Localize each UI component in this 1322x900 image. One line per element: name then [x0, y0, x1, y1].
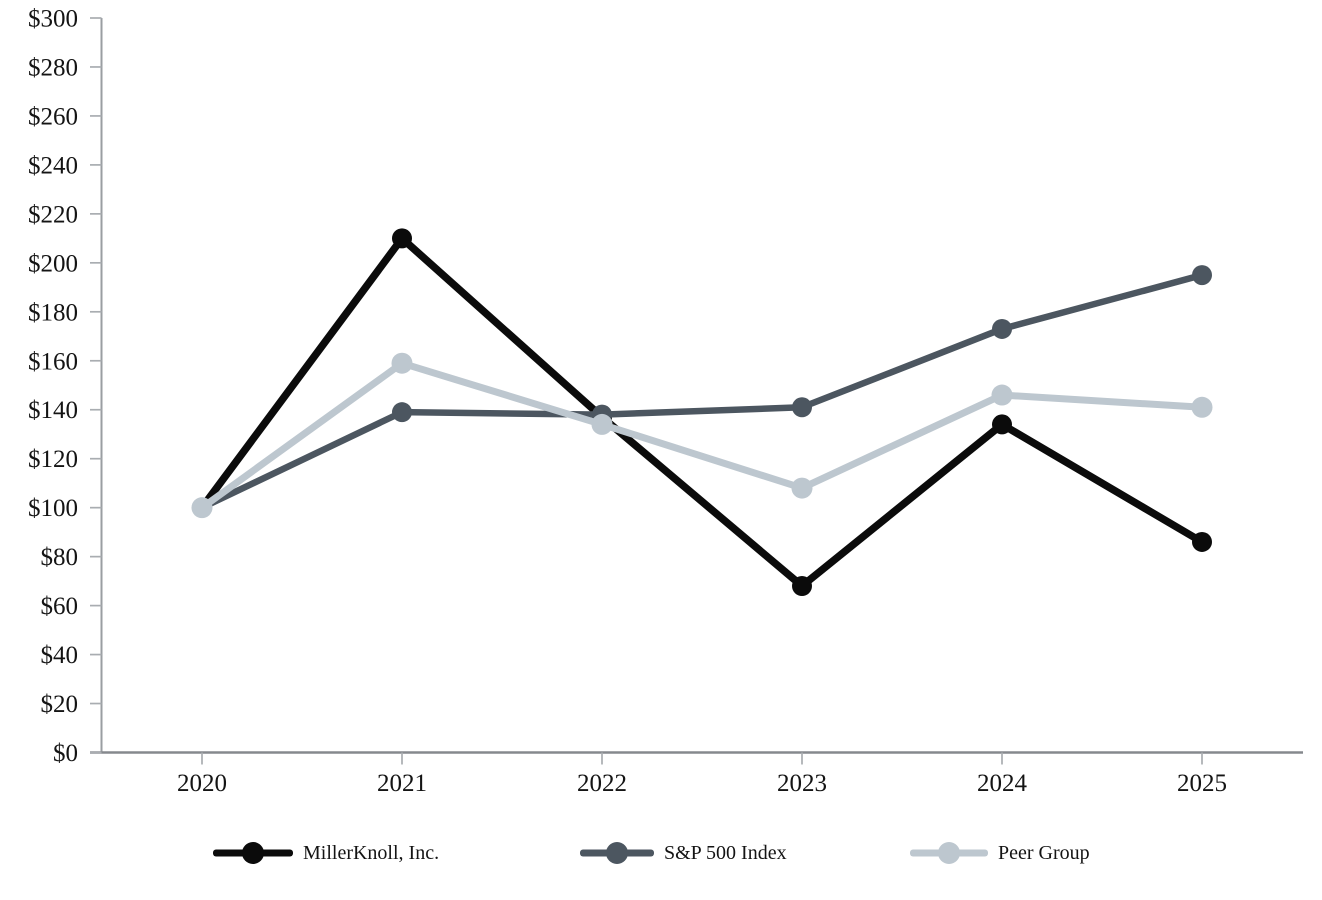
y-tick-label: $220 — [28, 201, 78, 228]
legend-item-millerknoll: MillerKnoll, Inc. — [213, 840, 439, 866]
legend-dot-icon — [242, 842, 264, 864]
series-peer-group — [191, 352, 1213, 519]
point-peer-group-2024 — [991, 384, 1013, 406]
y-tick-label: $0 — [53, 740, 78, 767]
x-tick-label: 2023 — [777, 770, 827, 797]
x-tick-label: 2020 — [177, 770, 227, 797]
legend-swatch-sp500 — [580, 840, 654, 866]
point-peer-group-2020 — [191, 497, 213, 519]
series-line-millerknoll-inc — [198, 234, 1206, 590]
y-tick-label: $20 — [41, 691, 79, 718]
point-millerknoll-inc-2025 — [1192, 531, 1212, 552]
series-line-s-p-500-index — [198, 271, 1206, 511]
y-tick-label: $260 — [28, 103, 78, 130]
y-tick-label: $180 — [28, 299, 78, 326]
y-tick-label: $160 — [28, 348, 78, 375]
legend-label-sp500: S&P 500 Index — [664, 841, 787, 864]
point-peer-group-2025 — [1191, 396, 1213, 418]
point-peer-group-2023 — [791, 477, 813, 499]
legend-dot-icon — [938, 842, 960, 864]
point-peer-group-2021 — [391, 352, 413, 374]
y-tick-label: $300 — [28, 6, 78, 33]
point-s-p-500-index-2025 — [1192, 265, 1212, 286]
y-tick-label: $40 — [41, 642, 79, 669]
point-s-p-500-index-2024 — [992, 318, 1012, 339]
point-peer-group-2022 — [591, 413, 613, 435]
point-s-p-500-index-2021 — [392, 402, 412, 423]
y-tick-label: $140 — [28, 397, 78, 424]
x-tick-label: 2021 — [377, 770, 427, 797]
legend-label-millerknoll: MillerKnoll, Inc. — [303, 841, 440, 864]
series-s-p-500-index — [192, 265, 1212, 518]
point-millerknoll-inc-2021 — [392, 228, 412, 249]
point-s-p-500-index-2023 — [792, 397, 812, 418]
x-tick-label: 2022 — [577, 770, 627, 797]
y-tick-label: $60 — [41, 593, 79, 620]
point-millerknoll-inc-2024 — [992, 414, 1012, 435]
y-tick-label: $200 — [28, 250, 78, 277]
x-tick-label: 2024 — [977, 770, 1028, 797]
y-tick-label: $240 — [28, 152, 78, 179]
y-tick-label: $100 — [28, 495, 78, 522]
legend-swatch-millerknoll — [213, 840, 293, 866]
y-tick-label: $120 — [28, 446, 78, 473]
legend-label-peer-group: Peer Group — [998, 841, 1090, 864]
y-tick-label: $80 — [41, 544, 79, 571]
series-line-peer-group — [198, 359, 1206, 512]
point-millerknoll-inc-2023 — [792, 576, 812, 597]
legend-item-sp500: S&P 500 Index — [580, 840, 787, 866]
x-tick-label: 2025 — [1177, 770, 1227, 797]
legend-swatch-peer-group — [910, 840, 988, 866]
y-tick-label: $280 — [28, 54, 78, 81]
legend-item-peer-group: Peer Group — [910, 840, 1090, 866]
legend-dot-icon — [606, 842, 628, 864]
